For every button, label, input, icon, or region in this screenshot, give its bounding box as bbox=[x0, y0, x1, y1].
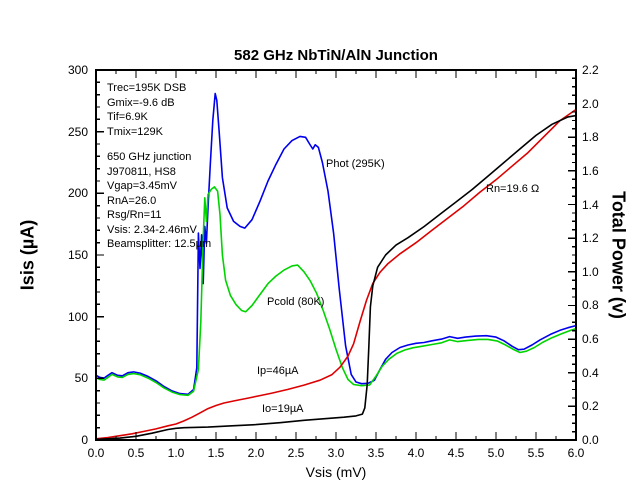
left-tick-label: 250 bbox=[67, 124, 88, 139]
x-axis-title: Vsis (mV) bbox=[305, 464, 367, 480]
x-tick-label: 2.0 bbox=[247, 446, 265, 460]
left-tick-label: 150 bbox=[67, 248, 88, 262]
annotation-line: Gmix=-9.6 dB bbox=[107, 96, 175, 109]
left-axis-title: Isis (µA) bbox=[17, 219, 38, 291]
x-tick-label: 6.0 bbox=[567, 446, 585, 460]
series-io-19-a bbox=[95, 114, 577, 441]
annotation-block-junction: 650 GHz junction J970811, HS8 Vgap=3.45mV R… bbox=[107, 150, 211, 252]
left-tick-label: 0 bbox=[81, 433, 88, 447]
x-tick-label: 4.0 bbox=[407, 446, 425, 460]
right-tick-label: 1.8 bbox=[582, 130, 599, 145]
right-axis-title: Total Power (v) bbox=[608, 191, 629, 319]
left-tick-label: 300 bbox=[67, 63, 88, 77]
right-tick-label: 0.8 bbox=[582, 298, 599, 313]
annotation-line: J970811, HS8 bbox=[107, 165, 176, 178]
right-tick-label: 0.2 bbox=[582, 399, 599, 414]
annotation-line: Trec=195K DSB bbox=[107, 82, 187, 94]
x-tick-label: 4.5 bbox=[447, 446, 465, 460]
curve-label-pcold: Pcold (80K) bbox=[267, 296, 325, 308]
curve-label-ip: Ip=46µA bbox=[257, 365, 299, 377]
right-tick-label: 1.0 bbox=[582, 264, 599, 279]
annotation-line: Rsg/Rn=11 bbox=[107, 209, 162, 221]
x-tick-label: 2.5 bbox=[287, 446, 305, 460]
series-pcold-80k- bbox=[95, 186, 577, 397]
x-tick-label: 3.5 bbox=[367, 446, 385, 460]
curve-label-rn: Rn=19.6 Ω bbox=[486, 183, 540, 195]
annotation-line: Tif=6.9K bbox=[107, 111, 148, 123]
annotation-line: Vsis: 2.34-2.46mV bbox=[107, 223, 197, 236]
x-tick-label: 5.0 bbox=[487, 446, 505, 460]
chart-title: 582 GHz NbTiN/AlN Junction bbox=[234, 47, 438, 64]
plot-frame bbox=[95, 69, 577, 441]
x-tick-label: 1.5 bbox=[207, 446, 225, 460]
series-ip-46-a bbox=[95, 108, 577, 440]
right-tick-label: 0.6 bbox=[582, 332, 599, 347]
annotation-block-receiver: Trec=195K DSB Gmix=-9.6 dB Tif=6.9K Tmix=12… bbox=[107, 81, 186, 139]
x-tick-label: 5.5 bbox=[527, 446, 545, 460]
right-tick-label: 0.4 bbox=[582, 365, 599, 380]
left-tick-label: 100 bbox=[67, 309, 88, 324]
x-tick-label: 3.0 bbox=[327, 446, 345, 460]
series-phot-295k- bbox=[95, 92, 577, 396]
x-tick-label: 1.0 bbox=[167, 446, 185, 460]
annotation-line: Tmix=129K bbox=[107, 125, 163, 138]
annotation-line: RnA=26.0 bbox=[107, 194, 157, 207]
right-tick-label: 1.6 bbox=[582, 163, 599, 178]
annotation-line: Vgap=3.45mV bbox=[107, 180, 178, 192]
left-tick-label: 200 bbox=[67, 186, 88, 201]
right-tick-label: 0.0 bbox=[582, 433, 599, 447]
data-curves bbox=[95, 92, 577, 441]
right-tick-label: 1.2 bbox=[582, 231, 599, 246]
right-tick-label: 2.0 bbox=[582, 96, 599, 111]
x-tick-label: 0.5 bbox=[127, 446, 145, 460]
x-tick-label: 0.0 bbox=[87, 446, 105, 460]
right-tick-label: 2.2 bbox=[582, 63, 599, 77]
annotation-line: Beamsplitter: 12.5µm bbox=[107, 238, 212, 250]
curve-label-io: Io=19µA bbox=[262, 403, 304, 415]
curve-label-phot: Phot (295K) bbox=[326, 158, 385, 170]
annotation-line: 650 GHz junction bbox=[107, 151, 192, 163]
left-tick-label: 50 bbox=[74, 371, 88, 386]
right-tick-label: 1.4 bbox=[582, 197, 599, 212]
